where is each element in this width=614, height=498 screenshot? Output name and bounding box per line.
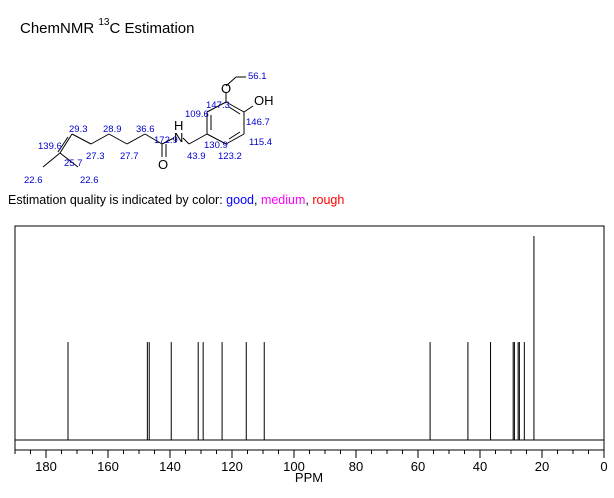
shift-label: 56.1 xyxy=(248,71,267,82)
x-axis-label: PPM xyxy=(295,470,323,485)
atom-o-carbonyl: O xyxy=(158,157,168,172)
nmr-spectrum-chart: 180 160 140 120 100 80 60 40 20 0 PPM xyxy=(14,225,608,485)
shift-label: 25.7 xyxy=(64,158,83,169)
shift-label: 147.3 xyxy=(206,100,230,111)
x-tick-label: 40 xyxy=(473,459,487,474)
x-tick-label: 80 xyxy=(349,459,363,474)
shift-label: 22.6 xyxy=(24,175,43,186)
bonds xyxy=(42,76,254,168)
atom-hydroxyl: OH xyxy=(254,93,274,108)
quality-medium: medium xyxy=(260,193,306,207)
shift-label: 172.9 xyxy=(154,135,178,146)
x-tick-label: 100 xyxy=(283,459,305,474)
x-tick-label: 20 xyxy=(535,459,549,474)
page-title: ChemNMR 13C Estimation xyxy=(20,17,195,37)
molecule-structure: O OH H N O 56.1 147.3 109.6 146.7 115.4 … xyxy=(24,71,274,186)
shift-label: 28.9 xyxy=(103,124,122,135)
quality-good: good xyxy=(226,193,254,207)
atom-nitrogen: N xyxy=(174,130,183,145)
x-tick-label: 120 xyxy=(221,459,243,474)
shift-label: 27.7 xyxy=(120,151,139,162)
x-tick-label: 60 xyxy=(411,459,425,474)
shift-label: 29.3 xyxy=(69,124,88,135)
shift-label: 22.6 xyxy=(80,175,99,186)
shift-label: 27.3 xyxy=(86,151,105,162)
x-tick-label: 0 xyxy=(600,459,607,474)
shift-label: 36.6 xyxy=(136,124,155,135)
shift-label: 146.7 xyxy=(246,117,270,128)
shift-label: 139.6 xyxy=(38,141,62,152)
shift-label: 43.9 xyxy=(187,151,206,162)
atom-o-methoxy: O xyxy=(221,81,231,96)
atom-nh-hydrogen: H xyxy=(174,118,183,133)
shift-label: 123.2 xyxy=(218,151,242,162)
x-tick-label: 160 xyxy=(97,459,119,474)
quality-legend: Estimation quality is indicated by color… xyxy=(8,193,345,207)
plot-frame xyxy=(14,225,605,451)
shift-label: 115.4 xyxy=(249,137,272,148)
x-tick-label: 180 xyxy=(35,459,57,474)
shift-label: 109.6 xyxy=(185,109,209,120)
x-tick-label: 140 xyxy=(159,459,181,474)
quality-rough: rough xyxy=(312,193,345,207)
shift-label: 130.9 xyxy=(204,140,228,151)
